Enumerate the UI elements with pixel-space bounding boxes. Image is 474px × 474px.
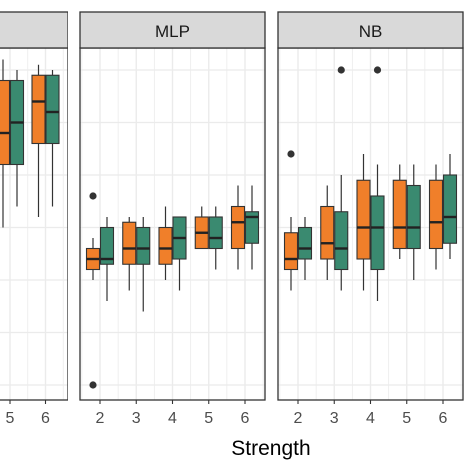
box-body bbox=[428, 179, 444, 250]
box-b-x4 bbox=[172, 216, 187, 291]
x-tick-label: 6 bbox=[241, 410, 250, 427]
box-body bbox=[230, 205, 246, 250]
box-body bbox=[370, 195, 385, 271]
x-tick-label: 3 bbox=[330, 410, 339, 427]
box-a-x5 bbox=[194, 206, 209, 250]
panels-layer: MLP NB 5 6 2 3 4 5 6 2 3 4 5 6 bbox=[0, 11, 464, 427]
x-tick-label: 6 bbox=[439, 410, 448, 427]
box-body bbox=[136, 226, 151, 265]
facet-strip bbox=[277, 11, 464, 49]
box-body bbox=[297, 226, 313, 260]
box-body bbox=[208, 216, 223, 250]
box-b-x5 bbox=[9, 70, 25, 207]
box-body bbox=[31, 74, 46, 145]
box-a-x4 bbox=[158, 206, 173, 280]
box-body bbox=[334, 211, 349, 271]
facet-strip bbox=[0, 11, 68, 49]
box-body bbox=[122, 221, 137, 265]
x-tick-label: 5 bbox=[204, 410, 213, 427]
x-tick-label: 2 bbox=[294, 410, 303, 427]
x-tick-label: 5 bbox=[402, 410, 411, 427]
box-body bbox=[406, 184, 421, 250]
panel-nb: NB bbox=[277, 11, 464, 401]
box-b-x2 bbox=[297, 217, 313, 280]
x-tick-label: 5 bbox=[6, 410, 15, 427]
box-body bbox=[283, 232, 299, 271]
outlier-point bbox=[287, 150, 295, 158]
box-a-x5 bbox=[392, 164, 407, 259]
box-a-x2 bbox=[85, 192, 101, 389]
box-b-x6 bbox=[45, 70, 60, 207]
box-a-x6 bbox=[428, 164, 444, 270]
facet-strip-label: NB bbox=[359, 22, 383, 41]
box-body bbox=[0, 79, 11, 166]
box-b-x2 bbox=[99, 217, 115, 301]
box-a-x2 bbox=[283, 150, 299, 291]
box-b-x4 bbox=[370, 66, 385, 301]
outlier-point bbox=[373, 66, 382, 74]
box-b-x6 bbox=[442, 154, 458, 259]
box-body bbox=[392, 179, 407, 250]
x-tick-label: 6 bbox=[41, 410, 50, 427]
box-b-x6 bbox=[244, 185, 260, 270]
outlier-point bbox=[89, 381, 97, 389]
x-tick-label: 4 bbox=[366, 410, 375, 427]
box-b-x5 bbox=[406, 164, 421, 280]
x-tick-label: 3 bbox=[132, 410, 141, 427]
outlier-point bbox=[337, 66, 345, 74]
box-a-x4 bbox=[356, 154, 371, 291]
outlier-point bbox=[89, 192, 97, 200]
box-body bbox=[442, 174, 458, 244]
box-a-x6 bbox=[31, 64, 46, 217]
x-tick-label: 4 bbox=[168, 410, 177, 427]
x-tick-label: 2 bbox=[96, 410, 105, 427]
box-b-x3 bbox=[136, 217, 151, 312]
x-axis-title: Strength bbox=[231, 437, 310, 460]
box-body bbox=[45, 74, 60, 145]
box-a-x5 bbox=[0, 59, 11, 228]
box-b-x5 bbox=[208, 206, 223, 270]
box-body bbox=[158, 226, 173, 265]
panel-mlp: MLP bbox=[79, 11, 266, 401]
box-body bbox=[320, 205, 335, 260]
box-a-x3 bbox=[122, 217, 137, 291]
box-a-x6 bbox=[230, 185, 246, 270]
panel-left bbox=[0, 11, 68, 401]
box-a-x3 bbox=[320, 185, 335, 280]
box-b-x3 bbox=[334, 66, 349, 291]
box-body bbox=[244, 211, 260, 244]
facet-strip bbox=[79, 11, 266, 49]
box-body bbox=[99, 226, 115, 265]
box-body bbox=[356, 179, 371, 260]
facet-strip-label: MLP bbox=[155, 22, 190, 41]
